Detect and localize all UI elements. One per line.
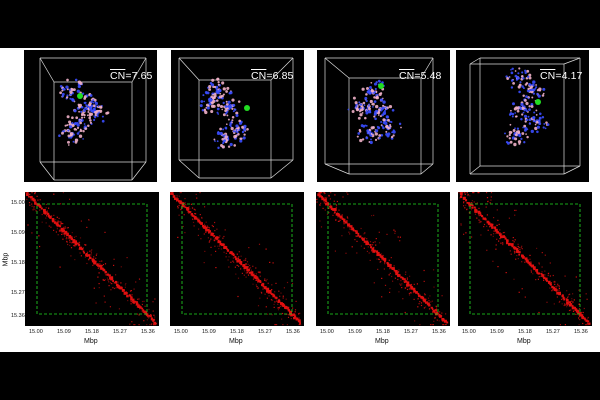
y-axis-label: Mbp — [2, 252, 10, 267]
contact-map-1 — [25, 192, 159, 326]
structure-panel-3: CN=5.48 — [317, 50, 450, 182]
x-tick-label: 15.36 — [286, 329, 300, 335]
structure-render-3 — [324, 57, 434, 175]
y-tick-label: 15.18 — [11, 260, 25, 266]
x-tick-label: 15.09 — [202, 329, 216, 335]
x-axis-label-3: Mbp — [375, 338, 389, 345]
x-axis-label-2: Mbp — [229, 338, 243, 345]
y-tick-label: 15.36 — [11, 313, 25, 319]
contact-map-4 — [458, 192, 592, 326]
x-tick-label: 15.27 — [546, 329, 560, 335]
x-tick-label: 15.18 — [85, 329, 99, 335]
x-tick-label: 15.18 — [518, 329, 532, 335]
x-tick-label: 15.09 — [490, 329, 504, 335]
contact-map-render-3 — [316, 192, 449, 326]
x-tick-label: 15.36 — [141, 329, 155, 335]
structure-render-1 — [39, 57, 147, 181]
x-axis-label-1: Mbp — [84, 338, 98, 345]
x-tick-label: 15.36 — [574, 329, 588, 335]
cn-annotation-2: CN=6.85 — [251, 70, 294, 82]
x-axis-label-4: Mbp — [517, 338, 531, 345]
contact-map-3 — [316, 192, 450, 326]
x-tick-label: 15.09 — [348, 329, 362, 335]
x-tick-label: 15.18 — [376, 329, 390, 335]
y-tick-label: 15.09 — [11, 230, 25, 236]
structure-render-2 — [178, 57, 294, 179]
structure-panel-4: CN=4.17 — [456, 50, 589, 182]
contact-map-render-4 — [458, 192, 591, 326]
cn-annotation-3: CN=5.48 — [399, 70, 442, 82]
x-tick-label: 15.00 — [174, 329, 188, 335]
cn-annotation-1: CN=7.65 — [110, 70, 153, 82]
x-tick-label: 15.09 — [57, 329, 71, 335]
x-tick-label: 15.27 — [113, 329, 127, 335]
structure-render-4 — [469, 57, 581, 175]
x-tick-label: 15.27 — [258, 329, 272, 335]
contact-map-render-1 — [25, 192, 157, 326]
cn-annotation-4: CN=4.17 — [540, 70, 583, 82]
x-tick-label: 15.00 — [320, 329, 334, 335]
x-tick-label: 15.18 — [230, 329, 244, 335]
y-tick-label: 15.00 — [11, 200, 25, 206]
x-tick-label: 15.36 — [432, 329, 446, 335]
contact-map-render-2 — [170, 192, 302, 326]
contact-map-2 — [170, 192, 304, 326]
structure-panel-2: CN=6.85 — [171, 50, 304, 182]
x-tick-label: 15.00 — [29, 329, 43, 335]
structure-panel-1: CN=7.65 — [24, 50, 157, 182]
x-tick-label: 15.00 — [462, 329, 476, 335]
y-tick-label: 15.27 — [11, 290, 25, 296]
x-tick-label: 15.27 — [404, 329, 418, 335]
